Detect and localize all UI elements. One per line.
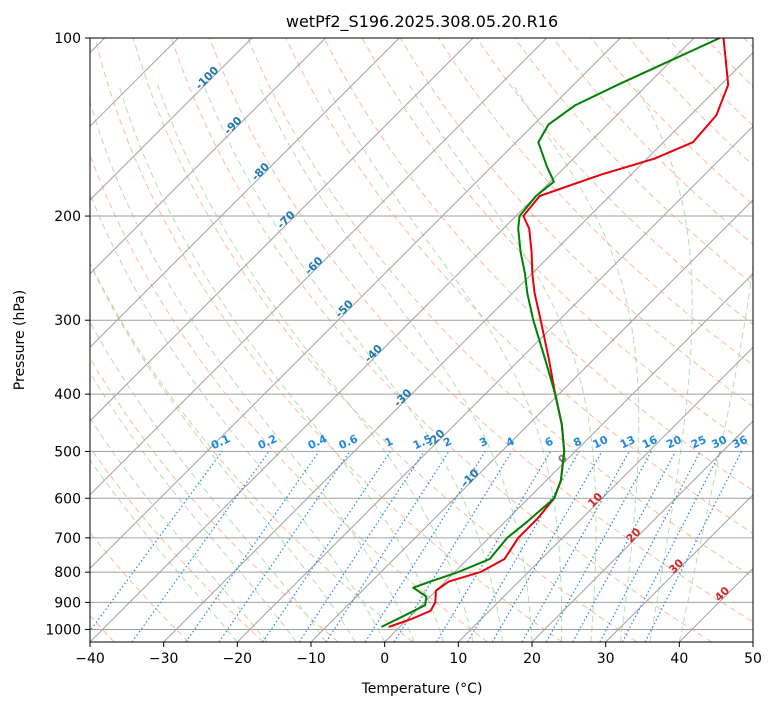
isotherm-line [236, 125, 753, 642]
profile-lines [380, 38, 730, 628]
dry-adiabat-line [285, 38, 753, 535]
mixing-ratio-label: 36 [730, 433, 750, 451]
dry-adiabat-line [90, 357, 339, 642]
y-tick-label: 600 [54, 491, 81, 507]
mixing-ratio-line [491, 451, 603, 642]
mixing-ratio-line [185, 451, 320, 642]
moist-adiabat-line [90, 417, 268, 642]
y-axis-label: Pressure (hPa) [12, 290, 28, 390]
mixing-ratio-label: 13 [618, 433, 637, 451]
y-tick-label: 1000 [45, 622, 81, 638]
dry-adiabat-line [132, 38, 638, 642]
moist-adiabat-line [258, 84, 533, 642]
x-tick-label: 50 [744, 651, 762, 667]
mixing-ratio-label: 16 [640, 433, 660, 451]
isotherm-line [90, 38, 474, 422]
y-tick-label: 400 [54, 387, 81, 403]
y-axis: 100 200 300 400 500 600 700 800 900 1000 [45, 31, 90, 638]
moist-adiabat-line [325, 84, 563, 642]
moist-adiabat-line [634, 84, 693, 642]
x-tick-label: 10 [449, 651, 467, 667]
mixing-ratio-line [572, 451, 677, 642]
mixing-ratio-line [545, 451, 652, 642]
isotherm-line [163, 51, 753, 642]
moist-adiabat-line [512, 84, 640, 642]
isotherm-line [90, 38, 695, 642]
moist-adiabat-line [90, 459, 238, 642]
isotherm-line [90, 38, 253, 201]
dry-adiabat-line [209, 38, 753, 623]
y-tick-label: 800 [54, 565, 81, 581]
dry-adiabat-line [90, 446, 264, 642]
y-tick-label: 900 [54, 595, 81, 611]
moist-adiabat-line [118, 84, 445, 642]
x-tick-label: 30 [597, 651, 615, 667]
dewpoint-profile-line [380, 38, 721, 628]
moist-adiabat-line [90, 321, 327, 642]
mixing-ratio-line [131, 451, 270, 642]
mixing-ratio-label: 10 [591, 433, 611, 451]
background-lines [90, 38, 753, 642]
x-tick-label: −20 [223, 651, 253, 667]
dry-adiabat-line [170, 38, 712, 642]
dry-adiabat-line [514, 38, 753, 285]
dry-adiabat-line [94, 38, 563, 642]
mixing-ratio-label: 25 [689, 433, 708, 451]
mixing-ratio-label: 20 [664, 433, 684, 451]
isotherm-line [90, 38, 622, 570]
x-tick-label: 40 [670, 651, 688, 667]
mixing-ratio-line [364, 451, 486, 642]
isotherm-line [90, 38, 548, 496]
moist-adiabat-line [90, 262, 356, 642]
moist-adiabat-line [408, 84, 597, 642]
moist-adiabat-line [157, 84, 474, 642]
y-tick-label: 200 [54, 209, 81, 225]
mixing-ratio-line [218, 451, 351, 642]
isotherm-line [605, 493, 753, 642]
moist-adiabat-line [203, 84, 503, 642]
x-axis: −40 −30 −20 −10 0 10 20 30 40 50 [75, 642, 762, 667]
moist-adiabat-line [678, 84, 753, 642]
mixing-ratio-line [435, 451, 552, 642]
y-tick-label: 100 [54, 31, 81, 47]
x-tick-label: 0 [380, 651, 389, 667]
moist-adiabat-line [90, 100, 415, 642]
y-tick-label: 300 [54, 313, 81, 329]
x-tick-label: 20 [523, 651, 541, 667]
y-tick-label: 500 [54, 444, 81, 460]
x-tick-label: −40 [75, 651, 105, 667]
isotherm-line [531, 420, 753, 642]
dry-adiabat-line [247, 38, 753, 578]
isotherm-line [310, 199, 753, 642]
y-tick-label: 700 [54, 531, 81, 547]
moist-adiabat-line [90, 371, 297, 642]
isotherm-line [90, 38, 401, 349]
mixing-ratio-line [325, 451, 450, 642]
isotherm-line [384, 272, 753, 642]
isotherm-line [90, 38, 327, 275]
mixing-ratio-label: 30 [710, 433, 730, 451]
chart-title: wetPf2_S196.2025.308.05.20.R16 [286, 12, 558, 32]
mixing-ratio-line [90, 451, 223, 632]
dry-adiabat-line [476, 38, 753, 326]
mixing-ratio-line [521, 451, 630, 642]
x-axis-label: Temperature (°C) [361, 681, 483, 697]
isotherm-line [457, 346, 753, 642]
plot-frame [89, 37, 754, 643]
dry-adiabat-line [323, 38, 753, 492]
x-tick-label: −30 [149, 651, 179, 667]
x-tick-label: −10 [296, 651, 326, 667]
dry-adiabat-line [90, 261, 414, 642]
